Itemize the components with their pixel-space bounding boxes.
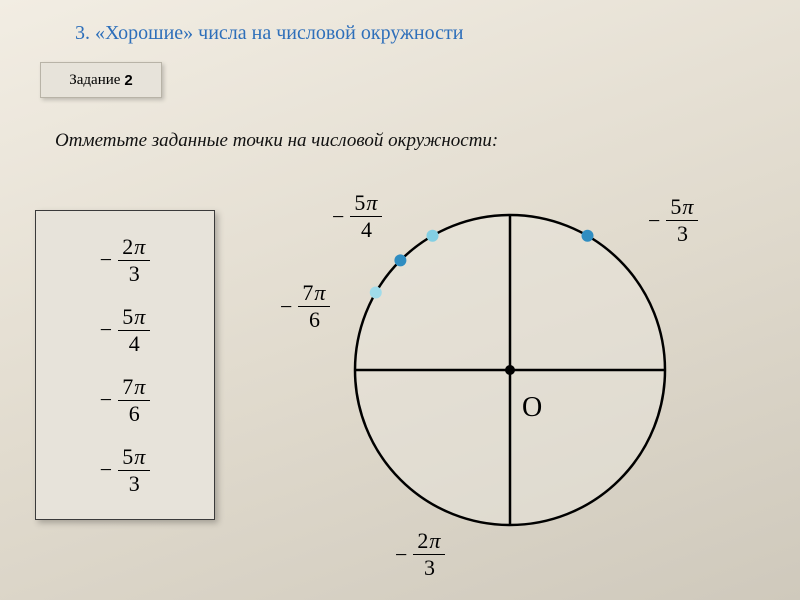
circle-label: − 5π 3 (648, 196, 698, 245)
minus-sign: − (100, 389, 112, 411)
fraction-numerator: 2π (118, 236, 150, 261)
fraction-item: − 5π 4 (100, 306, 150, 355)
origin-label: O (522, 392, 542, 424)
minus-sign: − (100, 249, 112, 271)
minus-sign: − (100, 319, 112, 341)
task-badge-label: Задание (69, 72, 120, 89)
minus-sign: − (100, 459, 112, 481)
fraction-denominator: 3 (129, 471, 140, 495)
fraction-item: − 2π 3 (100, 236, 150, 285)
fraction-denominator: 6 (129, 401, 140, 425)
fraction-denominator: 3 (129, 261, 140, 285)
fraction-numerator: 7π (118, 376, 150, 401)
fraction-numerator: 5π (118, 446, 150, 471)
task-badge-number: 2 (124, 72, 132, 89)
fraction-item: − 7π 6 (100, 376, 150, 425)
circle-label: − 5π 4 (332, 192, 382, 241)
circle-label: − 7π 6 (280, 282, 330, 331)
fraction-denominator: 4 (129, 331, 140, 355)
fraction-item: − 5π 3 (100, 446, 150, 495)
task-badge: Задание 2 (40, 62, 162, 98)
given-values-box: − 2π 3 − 5π 4 − 7π 6 − 5π 3 (35, 210, 215, 520)
instruction-text: Отметьте заданные точки на числовой окру… (55, 130, 498, 152)
fraction-numerator: 5π (118, 306, 150, 331)
page-title: 3. «Хорошие» числа на числовой окружност… (75, 22, 463, 45)
circle-label: − 2π 3 (395, 530, 445, 579)
